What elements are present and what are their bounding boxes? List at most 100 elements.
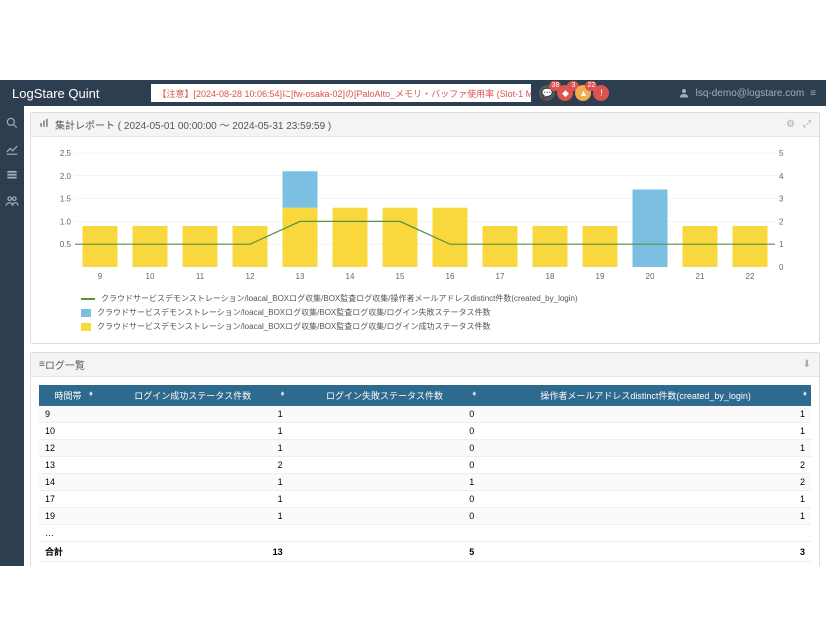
legend-swatch	[81, 298, 95, 300]
svg-text:17: 17	[496, 272, 505, 281]
info-icon: !	[593, 85, 609, 101]
table-row[interactable]: 17101	[39, 491, 811, 508]
svg-text:1.0: 1.0	[60, 217, 72, 226]
svg-text:15: 15	[396, 272, 405, 281]
col-header[interactable]: ログイン成功ステータス件数♦	[97, 385, 289, 406]
table-panel-header: ≡ ログ一覧 ⬇	[31, 353, 819, 377]
brand-title: LogStare Quint	[0, 86, 111, 101]
svg-text:5: 5	[779, 149, 784, 158]
cell: 0	[289, 491, 481, 508]
cell: 2	[480, 474, 811, 491]
cell: 1	[289, 474, 481, 491]
svg-text:0.5: 0.5	[60, 240, 72, 249]
stack-icon[interactable]	[5, 168, 19, 182]
svg-text:22: 22	[746, 272, 755, 281]
alert-ticker[interactable]: 【注意】[2024-08-28 10:06:54]に[fw-osaka-02]の…	[151, 84, 531, 102]
chart-panel: 集計レポート ( 2024-05-01 00:00:00 ～ 2024-05-3…	[30, 112, 820, 344]
user-icon	[678, 87, 690, 99]
table-panel: ≡ ログ一覧 ⬇ 時間帯♦ログイン成功ステータス件数♦ログイン失敗ステータス件数…	[30, 352, 820, 566]
legend-label: クラウドサービスデモンストレーション/loacal_BOXログ収集/BOX監査ロ…	[97, 307, 490, 318]
users-icon[interactable]	[5, 194, 19, 208]
combo-chart: 0.51.01.52.02.50123459101112131415161718…	[43, 145, 807, 285]
table-row[interactable]: 10101	[39, 423, 811, 440]
total-row: 合計1353	[39, 542, 811, 562]
cell: 0	[289, 406, 481, 423]
left-sidebar	[0, 106, 24, 566]
cell: 2	[97, 457, 289, 474]
legend-label: クラウドサービスデモンストレーション/loacal_BOXログ収集/BOX監査ロ…	[97, 321, 490, 332]
svg-text:10: 10	[146, 272, 155, 281]
col-header[interactable]: 時間帯♦	[39, 385, 97, 406]
cell: 1	[480, 440, 811, 457]
top-header: LogStare Quint 【注意】[2024-08-28 10:06:54]…	[0, 80, 826, 106]
table-row[interactable]: 19101	[39, 508, 811, 525]
svg-text:16: 16	[446, 272, 455, 281]
notif-badge[interactable]: ▲22	[575, 85, 591, 101]
cell: 0	[289, 457, 481, 474]
user-email: lsq-demo@logstare.com	[696, 88, 805, 99]
table-row[interactable]: 12101	[39, 440, 811, 457]
cell: 1	[97, 508, 289, 525]
data-table: 時間帯♦ログイン成功ステータス件数♦ログイン失敗ステータス件数♦操作者メールアド…	[39, 385, 811, 562]
chart-legend: クラウドサービスデモンストレーション/loacal_BOXログ収集/BOX監査ロ…	[31, 289, 819, 343]
table-panel-title: ログ一覧	[45, 357, 85, 372]
table-row[interactable]: 13202	[39, 457, 811, 474]
cell: 10	[39, 423, 97, 440]
table-row[interactable]: 9101	[39, 406, 811, 423]
cell: 1	[97, 440, 289, 457]
notif-badge[interactable]: ◆3	[557, 85, 573, 101]
main-content: 集計レポート ( 2024-05-01 00:00:00 ～ 2024-05-3…	[24, 106, 826, 566]
svg-text:2.5: 2.5	[60, 149, 72, 158]
search-icon[interactable]	[5, 116, 19, 130]
cell: 17	[39, 491, 97, 508]
chart-panel-title: 集計レポート ( 2024-05-01 00:00:00 ～ 2024-05-3…	[55, 117, 331, 132]
user-menu[interactable]: lsq-demo@logstare.com ≡	[668, 87, 826, 99]
menu-burger-icon: ≡	[810, 88, 816, 99]
chart-body: 0.51.01.52.02.50123459101112131415161718…	[31, 137, 819, 289]
cell: 0	[289, 440, 481, 457]
cell: 1	[97, 491, 289, 508]
notif-badge[interactable]: 💬38	[539, 85, 555, 101]
cell: 1	[480, 491, 811, 508]
cell: 13	[39, 457, 97, 474]
cell: 12	[39, 440, 97, 457]
col-header[interactable]: 操作者メールアドレスdistinct件数(created_by_login)♦	[480, 385, 811, 406]
svg-text:4: 4	[779, 172, 784, 181]
cell: 1	[97, 423, 289, 440]
cell: 2	[480, 457, 811, 474]
download-icon[interactable]: ⬇	[803, 359, 811, 370]
svg-text:11: 11	[196, 272, 205, 281]
ellipsis-row: …	[39, 525, 811, 542]
cell: 19	[39, 508, 97, 525]
legend-label: クラウドサービスデモンストレーション/loacal_BOXログ収集/BOX監査ロ…	[101, 293, 578, 304]
table-row[interactable]: 14112	[39, 474, 811, 491]
notif-badge[interactable]: !	[593, 85, 609, 101]
table-wrap: 時間帯♦ログイン成功ステータス件数♦ログイン失敗ステータス件数♦操作者メールアド…	[31, 377, 819, 566]
cell: 1	[97, 406, 289, 423]
svg-text:13: 13	[296, 272, 305, 281]
gear-icon[interactable]: ⚙	[786, 119, 795, 130]
svg-text:19: 19	[596, 272, 605, 281]
legend-swatch	[81, 323, 91, 331]
legend-item: クラウドサービスデモンストレーション/loacal_BOXログ収集/BOX監査ロ…	[81, 293, 799, 304]
svg-text:0: 0	[779, 263, 784, 272]
legend-swatch	[81, 309, 91, 317]
svg-text:18: 18	[546, 272, 555, 281]
col-header[interactable]: ログイン失敗ステータス件数♦	[289, 385, 481, 406]
legend-item: クラウドサービスデモンストレーション/loacal_BOXログ収集/BOX監査ロ…	[81, 307, 799, 318]
svg-text:2: 2	[779, 217, 784, 226]
cell: 0	[289, 423, 481, 440]
svg-text:9: 9	[98, 272, 103, 281]
cell: 1	[97, 474, 289, 491]
notification-badges: 💬38◆3▲22!	[539, 85, 609, 101]
cell: 9	[39, 406, 97, 423]
cell: 14	[39, 474, 97, 491]
svg-text:1: 1	[779, 240, 784, 249]
svg-text:21: 21	[696, 272, 705, 281]
svg-text:3: 3	[779, 195, 784, 204]
expand-icon[interactable]: ⤢	[803, 119, 811, 130]
cell: 1	[480, 423, 811, 440]
cell: 1	[480, 508, 811, 525]
chart-icon[interactable]	[5, 142, 19, 156]
svg-text:12: 12	[246, 272, 255, 281]
